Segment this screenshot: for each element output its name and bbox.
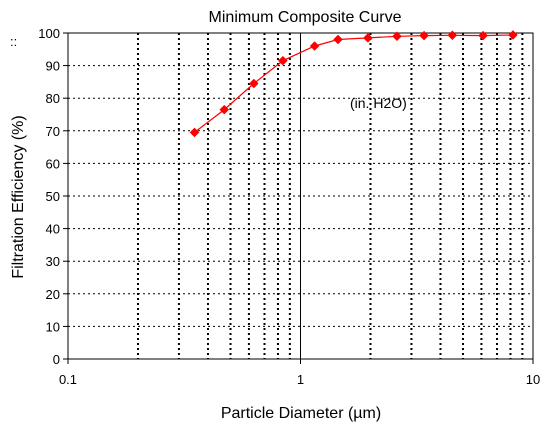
data-point-marker bbox=[478, 30, 488, 41]
data-point-marker bbox=[189, 127, 200, 138]
y-tick-label: 0 bbox=[53, 352, 60, 367]
x-axis-title: Particle Diameter (µm) bbox=[221, 405, 381, 422]
y-tick-label: 80 bbox=[46, 91, 60, 106]
x-tick-label: 0.1 bbox=[59, 372, 77, 387]
data-point-marker bbox=[392, 31, 402, 42]
y-tick-label: 50 bbox=[46, 189, 60, 204]
y-tick-label: 100 bbox=[38, 26, 60, 41]
data-point-marker bbox=[309, 41, 320, 51]
data-point-marker bbox=[508, 30, 518, 40]
chart-title: Minimum Composite Curve bbox=[209, 9, 402, 26]
data-point-marker bbox=[363, 33, 373, 43]
data-point-marker bbox=[447, 30, 458, 41]
data-point-marker bbox=[278, 55, 288, 66]
x-tick-label: 1 bbox=[297, 372, 304, 387]
y-tick-label: 60 bbox=[46, 156, 60, 171]
y-tick-label: 20 bbox=[46, 287, 60, 302]
y-tick-label: 70 bbox=[46, 124, 60, 139]
y-tick-label: 40 bbox=[46, 222, 60, 237]
y-axis-title: Filtration Efficiency (%) bbox=[10, 115, 27, 278]
data-point-marker bbox=[248, 78, 259, 89]
data-point-marker bbox=[219, 104, 230, 115]
y-tick-label: 90 bbox=[46, 59, 60, 74]
series-layer bbox=[189, 30, 518, 138]
series-line bbox=[194, 34, 514, 133]
grid-layer bbox=[68, 33, 533, 359]
data-point-marker bbox=[333, 34, 343, 45]
axis-layer: 0 10 20 30 40 50 60 70 80 90 100 0.1 1 10 bbox=[38, 26, 540, 387]
pressure-note: (in. H2O) bbox=[350, 95, 407, 111]
corner-mark: :: bbox=[10, 34, 17, 49]
y-tick-label: 30 bbox=[46, 254, 60, 269]
data-point-marker bbox=[419, 30, 429, 41]
y-tick-label: 10 bbox=[46, 319, 60, 334]
x-tick-label: 10 bbox=[526, 372, 540, 387]
